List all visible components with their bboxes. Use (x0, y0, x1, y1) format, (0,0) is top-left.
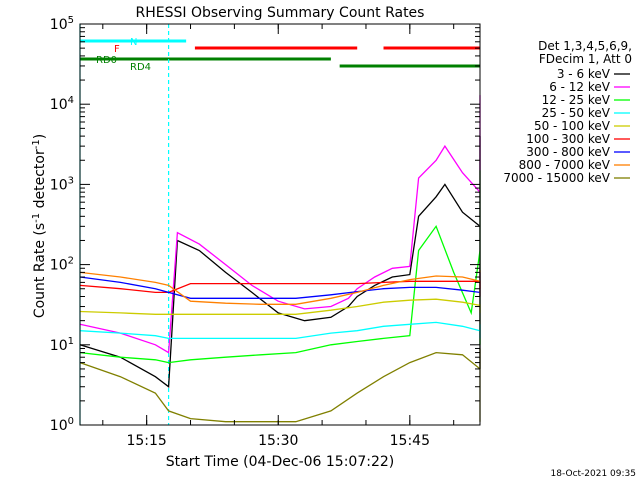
legend-header-line-2: FDecim 1, Att 0 (539, 52, 632, 66)
plot-frame (79, 23, 481, 426)
y-tick-label: 105 (50, 15, 74, 33)
legend-entry-label: 50 - 100 keV (534, 119, 611, 133)
legend-entry-label: 3 - 6 keV (557, 67, 611, 81)
series-line-0 (79, 136, 481, 388)
chart-title: RHESSI Observing Summary Count Rates (136, 5, 425, 21)
legend-entry-label: 7000 - 15000 keV (503, 171, 610, 185)
legend: Det 1,3,4,5,6,9, FDecim 1, Att 0 3 - 6 k… (503, 39, 632, 185)
y-tick-label: 104 (50, 95, 74, 113)
series-line-6 (79, 272, 481, 299)
y-axis-label-end: ) (32, 134, 48, 139)
x-tick-label: 15:45 (390, 433, 430, 449)
axes-layer: 100 101 102 103 104 105 15:15 15:30 15:45 (50, 15, 480, 449)
legend-entry-label: 300 - 800 keV (526, 145, 610, 159)
x-axis-label: Start Time (04-Dec-06 15:07:22) (166, 454, 394, 470)
series-layer (79, 95, 481, 423)
vlines-layer (79, 24, 170, 425)
series-line-8 (79, 348, 481, 423)
y-axis-label-sup2: -1 (31, 139, 42, 149)
legend-entry-label: 800 - 7000 keV (519, 158, 611, 172)
y-tick-label: 101 (50, 336, 74, 354)
legend-entry-label: 25 - 50 keV (542, 106, 611, 120)
y-axis-label-sup1: -1 (31, 213, 42, 223)
y-axis-label-mid: detector (32, 149, 48, 213)
legend-entry-label: 12 - 25 keV (542, 93, 611, 107)
y-tick-label: 103 (50, 175, 74, 193)
y-tick-label: 100 (50, 416, 74, 434)
x-tick-label: 15:15 (126, 433, 166, 449)
legend-header-line-1: Det 1,3,4,5,6,9, (538, 39, 632, 53)
flag-label-f: F (114, 44, 120, 55)
flag-label-rd4: RD4 (130, 62, 151, 73)
y-axis-label-main: Count Rate (s (32, 223, 48, 318)
legend-entry-label: 6 - 12 keV (549, 80, 611, 94)
y-tick-label: 102 (50, 256, 74, 274)
flag-label-n: N (130, 37, 137, 48)
x-tick-label: 15:30 (258, 433, 298, 449)
flag-label-rd0: RD0 (96, 55, 117, 66)
y-axis-label: Count Rate (s-1 detector-1) (31, 134, 48, 318)
series-line-2 (79, 170, 481, 364)
timestamp: 18-Oct-2021 09:35 (551, 469, 636, 479)
legend-entry-label: 100 - 300 keV (526, 132, 610, 146)
series-line-3 (79, 321, 481, 340)
